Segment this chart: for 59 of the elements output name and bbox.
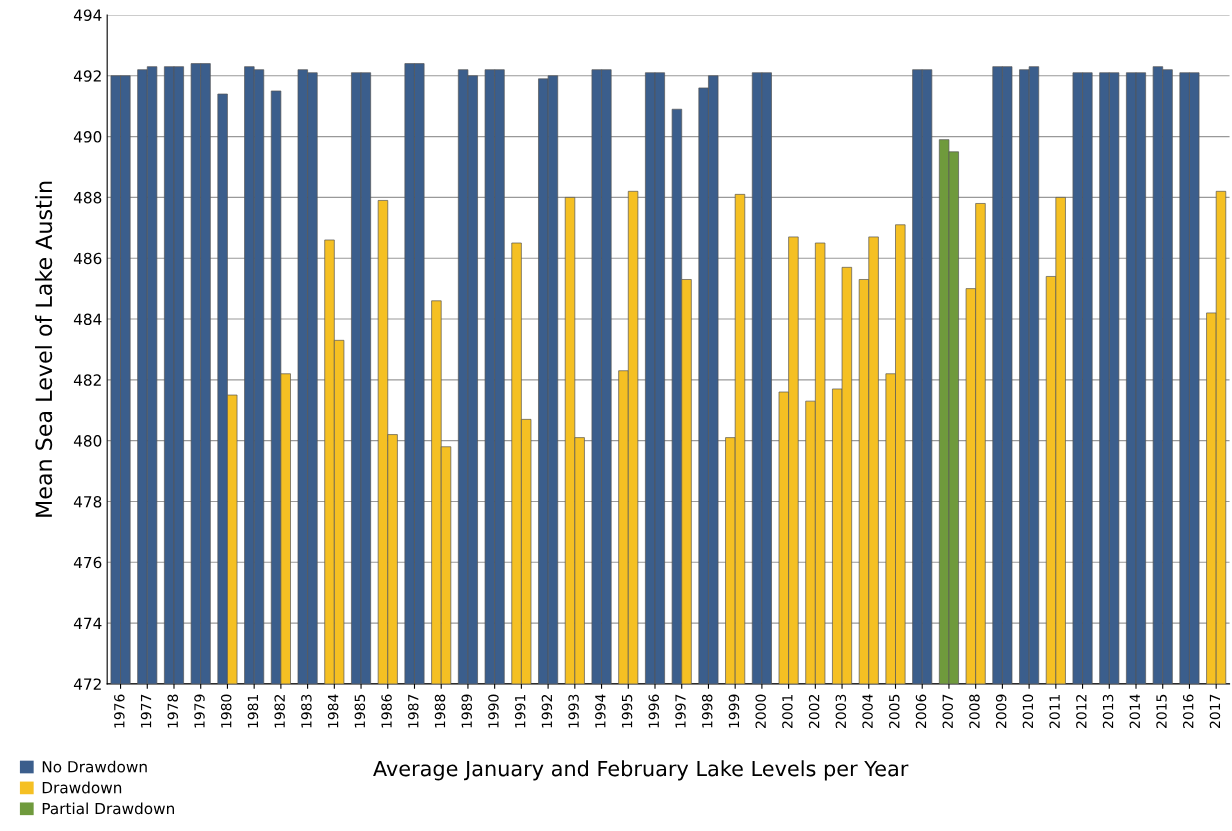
x-tick-label: 1982 xyxy=(274,695,285,728)
x-tick-label: 2016 xyxy=(1182,694,1194,728)
x-tick-label: 1985 xyxy=(354,694,366,728)
y-tick-label: 476 xyxy=(73,556,102,569)
x-tick-label: 2001 xyxy=(782,694,793,728)
x-axis-title: Average January and February Lake Levels per Year xyxy=(373,760,909,781)
x-tick-label: 1978 xyxy=(167,694,179,728)
x-tick-label: 1977 xyxy=(140,694,152,728)
x-tick-label: 2009 xyxy=(995,694,1007,728)
y-tick-label: 472 xyxy=(73,678,101,690)
x-tick-label: 1991 xyxy=(514,694,526,728)
x-tick-label: 1981 xyxy=(247,694,259,728)
x-tick-label: 2003 xyxy=(835,694,847,728)
legend-label: Drawdown xyxy=(42,781,122,794)
x-tick-label: 1990 xyxy=(488,694,499,728)
x-tick-label: 1992 xyxy=(541,695,553,728)
x-tick-label: 1976 xyxy=(114,694,125,728)
x-tick-label: 2007 xyxy=(942,694,953,728)
x-tick-label: 2000 xyxy=(755,694,766,728)
x-tick-label: 2014 xyxy=(1129,694,1141,728)
x-tick-label: 1993 xyxy=(568,694,579,728)
x-tick-label: 2017 xyxy=(1209,694,1221,728)
x-tick-label: 2006 xyxy=(915,694,927,728)
x-tick-label: 2011 xyxy=(1049,694,1060,728)
y-tick-label: 482 xyxy=(73,374,101,386)
x-tick-label: 2013 xyxy=(1102,694,1114,728)
x-tick-label: 1999 xyxy=(728,694,740,728)
x-tick-label: 2010 xyxy=(1022,694,1034,728)
y-tick-label: 494 xyxy=(73,9,102,21)
y-tick-label: 480 xyxy=(73,435,102,447)
legend-label: Partial Drawdown xyxy=(42,802,174,815)
y-tick-label: 488 xyxy=(73,191,102,204)
x-tick-label: 1983 xyxy=(301,694,312,728)
x-tick-label: 2002 xyxy=(808,695,820,728)
x-tick-label: 1998 xyxy=(701,694,713,728)
y-tick-label: 484 xyxy=(73,313,102,326)
x-tick-label: 1989 xyxy=(461,694,472,728)
y-tick-label: 490 xyxy=(73,131,102,143)
x-tick-label: 1996 xyxy=(648,694,660,728)
y-tick-label: 486 xyxy=(73,252,102,265)
x-tick-label: 1986 xyxy=(381,694,392,728)
x-tick-label: 1987 xyxy=(408,694,419,728)
x-tick-label: 1979 xyxy=(194,694,205,728)
y-axis-title: Mean Sea Level of Lake Austin xyxy=(34,181,53,517)
y-tick-label: 474 xyxy=(73,617,102,629)
x-tick-label: 1980 xyxy=(220,694,232,728)
y-tick-label: 478 xyxy=(73,495,102,508)
x-tick-label: 2005 xyxy=(889,694,900,728)
x-tick-label: 2008 xyxy=(969,694,980,728)
x-tick-label: 1984 xyxy=(327,694,339,728)
x-tick-label: 1997 xyxy=(675,694,686,728)
x-tick-label: 2004 xyxy=(862,694,873,728)
y-tick-label: 492 xyxy=(73,70,101,82)
x-tick-label: 2015 xyxy=(1156,694,1167,728)
x-tick-label: 1988 xyxy=(434,694,446,728)
x-tick-label: 1994 xyxy=(595,694,606,728)
legend-label: No Drawdown xyxy=(42,760,147,773)
x-tick-label: 1995 xyxy=(621,694,633,728)
x-tick-label: 2012 xyxy=(1076,695,1087,728)
